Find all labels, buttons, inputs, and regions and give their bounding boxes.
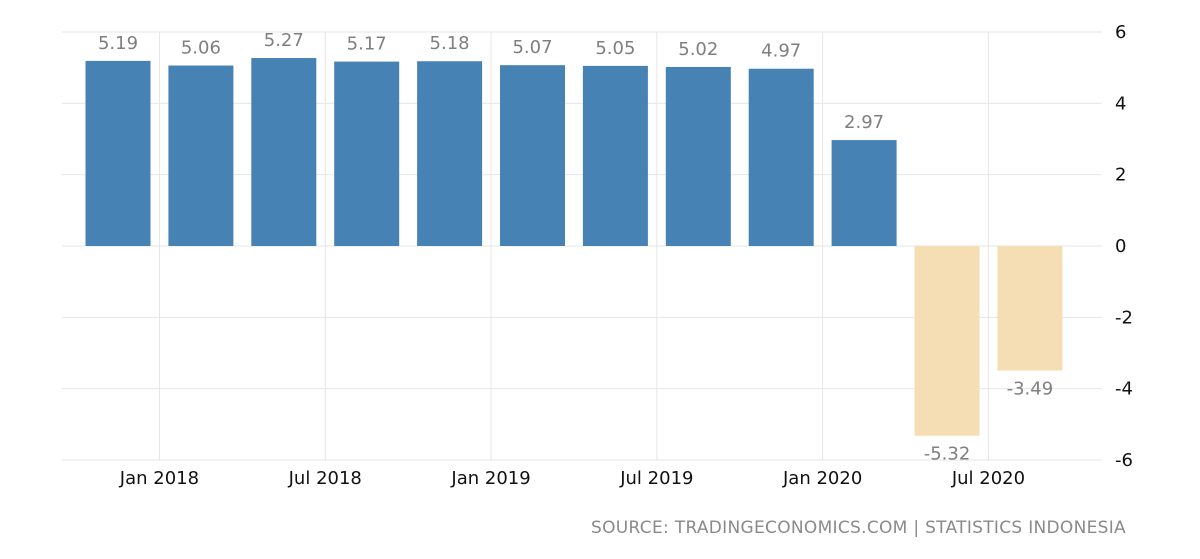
source-note: SOURCE: TRADINGECONOMICS.COM | STATISTIC… (591, 518, 1126, 538)
data-label: 2.97 (844, 112, 884, 133)
bar-chart: 5.19 5.06 5.27 5.17 5.18 5.07 5.05 5.02 4.97 2.97… (62, 22, 1133, 489)
bar (665, 66, 731, 246)
data-label: 5.07 (512, 37, 552, 58)
x-tick-label: Jul 2020 (951, 468, 1025, 489)
bar (831, 140, 897, 246)
data-label: -3.49 (1007, 378, 1054, 399)
bar (85, 60, 151, 246)
bar (168, 65, 234, 246)
data-label: 5.05 (595, 38, 635, 59)
data-label: 5.19 (98, 33, 138, 54)
bar (914, 246, 980, 436)
y-tick-label: -2 (1115, 307, 1133, 328)
y-tick-label: -4 (1115, 379, 1133, 400)
bar (582, 65, 648, 246)
y-tick-label: 2 (1115, 165, 1126, 186)
y-axis-ticks: 6 4 2 0 -2 -4 -6 (1115, 22, 1133, 471)
x-tick-label: Jan 2020 (782, 468, 862, 489)
x-tick-label: Jan 2019 (450, 468, 530, 489)
bars (85, 58, 1063, 436)
data-label: 5.02 (678, 39, 718, 60)
y-tick-label: -6 (1115, 450, 1133, 471)
grid-lines (62, 31, 1102, 461)
x-tick-label: Jul 2018 (288, 468, 362, 489)
bar (251, 58, 317, 246)
data-label: -5.32 (924, 444, 971, 465)
y-tick-label: 0 (1115, 236, 1126, 257)
bar (997, 246, 1063, 371)
data-label: 5.06 (181, 38, 221, 59)
x-axis-ticks: Jan 2018 Jul 2018 Jan 2019 Jul 2019 Jan 2020… (119, 468, 1025, 489)
bar (500, 65, 565, 246)
x-tick-label: Jul 2019 (619, 468, 693, 489)
value-labels: 5.19 5.06 5.27 5.17 5.18 5.07 5.05 5.02 4.97 2.97… (98, 30, 1053, 465)
bar (748, 68, 814, 246)
x-tick-label: Jan 2018 (119, 468, 199, 489)
y-tick-label: 6 (1115, 22, 1126, 43)
data-label: 5.27 (264, 30, 304, 51)
y-tick-label: 4 (1115, 93, 1126, 114)
bar (417, 61, 483, 246)
data-label: 5.18 (430, 33, 470, 54)
data-label: 5.17 (347, 34, 387, 55)
data-label: 4.97 (761, 41, 801, 62)
bar (334, 61, 400, 246)
